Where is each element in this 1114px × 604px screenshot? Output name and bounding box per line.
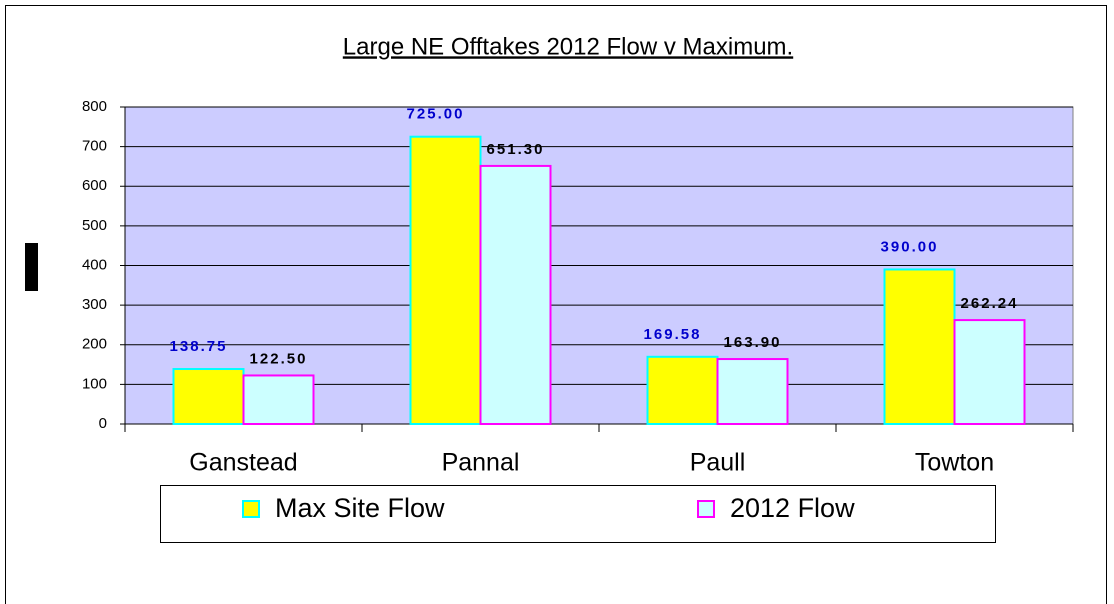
value-label: 163.90 (724, 334, 782, 351)
legend-label: 2012 Flow (730, 493, 855, 523)
decoration (25, 243, 38, 291)
chart-title: Large NE Offtakes 2012 Flow v Maximum. (343, 33, 793, 60)
bar (242, 374, 315, 426)
value-label: 122.50 (250, 350, 308, 367)
y-tick-label: 100 (82, 375, 107, 392)
y-tick-label: 200 (82, 336, 107, 353)
value-label: 725.00 (407, 106, 465, 123)
y-tick-label: 500 (82, 217, 107, 234)
x-tick-label: Pannal (442, 449, 520, 477)
value-label: 169.58 (644, 326, 702, 343)
value-label: 262.24 (961, 295, 1019, 312)
legend (160, 485, 996, 543)
legend-swatch (697, 500, 715, 518)
bar (479, 164, 552, 426)
bar (409, 135, 482, 425)
y-tick-label: 300 (82, 296, 107, 313)
bar (172, 368, 245, 426)
x-tick-label: Ganstead (189, 449, 297, 477)
bar (953, 319, 1026, 425)
value-label: 138.75 (170, 338, 228, 355)
y-tick-label: 800 (82, 98, 107, 115)
legend-label: Max Site Flow (275, 493, 445, 523)
x-tick-label: Paull (690, 449, 746, 477)
y-tick-label: 600 (82, 177, 107, 194)
bar (716, 358, 789, 425)
y-tick-label: 400 (82, 256, 107, 273)
value-label: 390.00 (881, 238, 939, 255)
y-tick-label: 0 (99, 415, 107, 432)
x-tick-label: Towton (915, 449, 994, 477)
value-label: 651.30 (487, 141, 545, 158)
y-tick-label: 700 (82, 138, 107, 155)
bar (646, 355, 719, 425)
bar (883, 268, 956, 425)
legend-swatch (242, 500, 260, 518)
